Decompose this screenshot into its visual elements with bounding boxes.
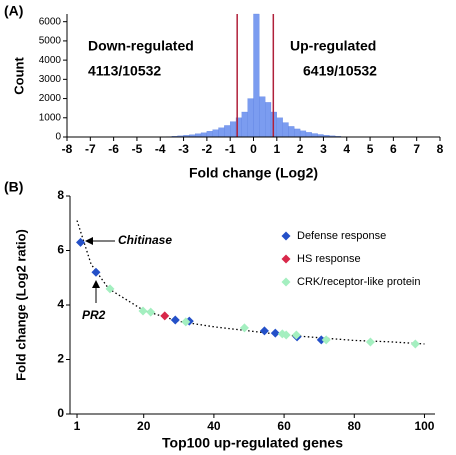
x-tick-label: -7: [85, 142, 96, 156]
point: [91, 267, 101, 277]
point: [291, 330, 301, 340]
x-axis-label: Top100 up-regulated genes: [162, 435, 343, 451]
x-tick-label: -6: [108, 142, 119, 156]
point: [270, 328, 280, 338]
bar: [241, 111, 248, 138]
x-tick-label: 20: [137, 419, 151, 433]
x-tick-label: 5: [367, 142, 374, 156]
point: [170, 315, 180, 325]
point: [259, 326, 269, 336]
y-axis-label: Fold change (Log2 ratio): [13, 229, 28, 381]
annotation: PR2: [82, 308, 106, 322]
x-tick-label: 1: [273, 142, 280, 156]
point: [281, 330, 291, 340]
x-tick-label: 80: [348, 419, 362, 433]
bar: [265, 102, 272, 138]
x-tick-label: 6: [390, 142, 397, 156]
point: [76, 237, 86, 247]
bar: [224, 125, 231, 138]
point: [410, 339, 420, 349]
point: [316, 335, 326, 345]
y-tick-label: 0: [55, 132, 61, 143]
annotation: Up-regulated: [290, 38, 376, 54]
bar: [212, 129, 219, 138]
x-tick-label: -1: [225, 142, 236, 156]
y-tick-label: 2000: [39, 93, 62, 104]
bar: [276, 117, 283, 138]
x-tick-label: 40: [207, 419, 221, 433]
bar: [282, 122, 289, 138]
bar: [206, 131, 213, 138]
bar: [288, 126, 295, 138]
x-tick-label: 2: [297, 142, 304, 156]
y-tick-label: 6000: [39, 16, 62, 27]
y-tick-label: 2: [57, 352, 64, 366]
bar: [259, 96, 266, 138]
x-tick-label: 100: [414, 419, 434, 433]
panel-label: (B): [4, 179, 23, 195]
legend-marker: [281, 277, 291, 287]
x-axis-label: Fold change (Log2): [189, 165, 318, 181]
x-tick-label: -2: [202, 142, 213, 156]
x-tick-label: -8: [62, 142, 73, 156]
x-tick-label: 60: [277, 419, 291, 433]
point: [181, 317, 191, 327]
panel-label: (A): [4, 3, 23, 19]
x-tick-label: -4: [155, 142, 166, 156]
annotation: 6419/10532: [303, 63, 377, 79]
point: [239, 323, 249, 333]
bar: [230, 121, 237, 138]
bar: [247, 98, 254, 138]
legend-marker: [281, 254, 291, 264]
y-tick-label: 4000: [39, 55, 62, 66]
point: [146, 307, 156, 317]
annotation: Chitinase: [118, 233, 172, 247]
x-tick-label: 7: [413, 142, 420, 156]
x-tick-label: -5: [132, 142, 143, 156]
x-tick-label: 8: [437, 142, 444, 156]
point: [138, 306, 148, 316]
annotation: 4113/10532: [88, 63, 161, 79]
bar: [311, 133, 318, 138]
legend-marker: [281, 231, 291, 241]
trend-line: [76, 220, 425, 345]
bar: [200, 132, 208, 138]
y-tick-label: 5000: [39, 36, 62, 47]
bar: [253, 13, 260, 138]
y-tick-label: 0: [57, 406, 64, 420]
x-tick-label: 1: [74, 419, 81, 433]
x-tick-label: 0: [250, 142, 257, 156]
legend-label: CRK/receptor-like protein: [297, 276, 421, 288]
bar: [305, 132, 312, 138]
point: [160, 311, 170, 321]
x-tick-label: -3: [178, 142, 189, 156]
y-tick-label: 1000: [39, 112, 62, 123]
x-tick-label: 4: [343, 142, 350, 156]
x-tick-label: 3: [320, 142, 327, 156]
annotation: Down-regulated: [88, 38, 194, 54]
point: [105, 284, 115, 294]
y-axis-label: Count: [11, 57, 26, 95]
y-tick-label: 8: [57, 188, 64, 202]
bar: [294, 128, 301, 138]
bar: [299, 130, 307, 138]
y-tick-label: 6: [57, 243, 64, 257]
y-tick-label: 4: [57, 297, 64, 311]
point: [365, 337, 375, 347]
y-tick-label: 3000: [39, 74, 62, 85]
legend-label: HS response: [297, 253, 361, 265]
legend-label: Defense response: [297, 230, 386, 242]
point: [321, 335, 331, 345]
bar: [218, 127, 225, 138]
